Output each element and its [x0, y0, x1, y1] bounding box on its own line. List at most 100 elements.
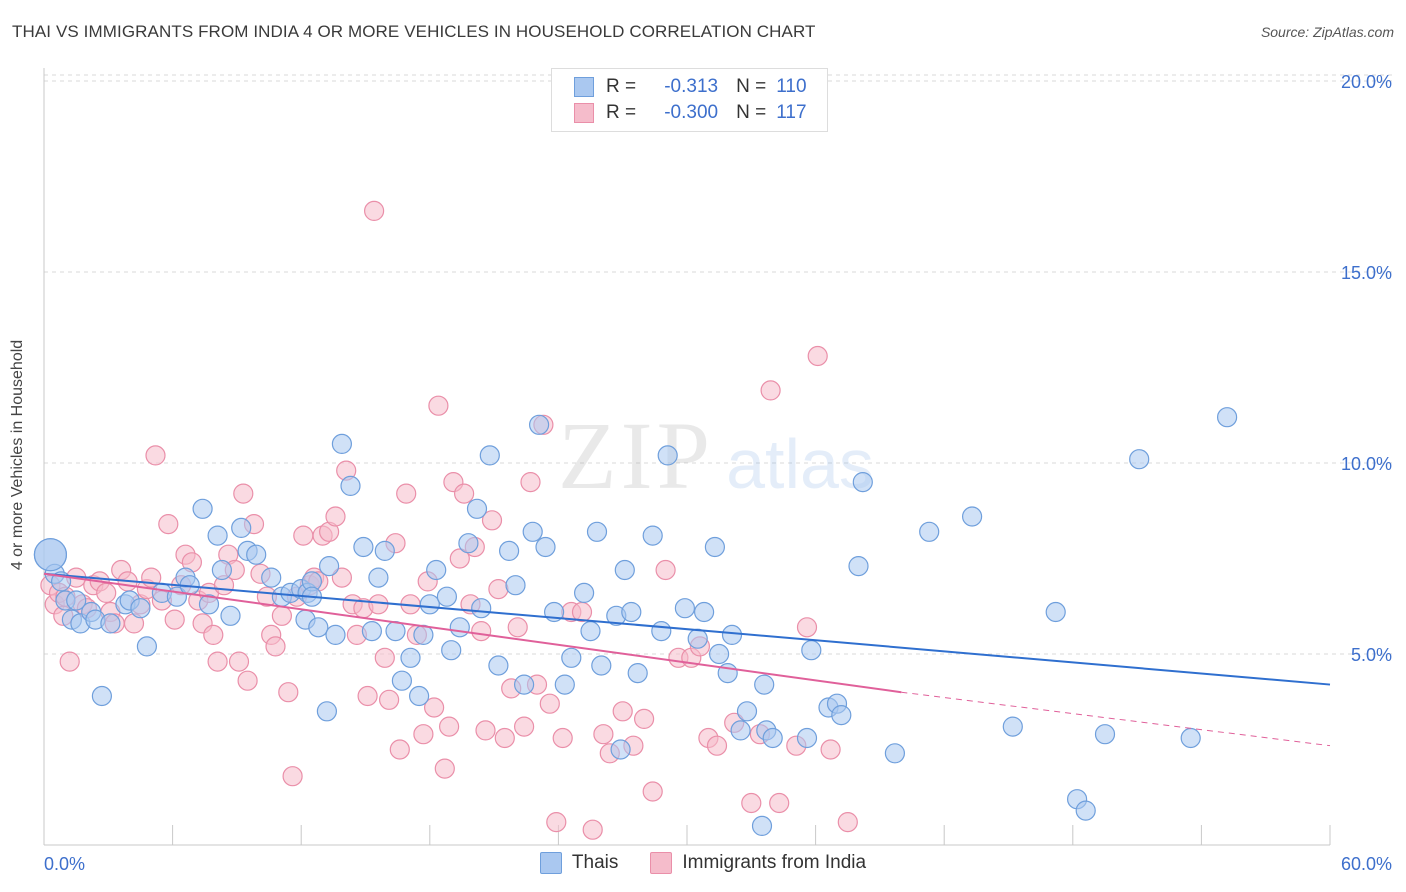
- legend-n-value: 110: [776, 76, 807, 97]
- india-point: [379, 689, 400, 710]
- thai-point: [441, 640, 462, 661]
- thai-point: [436, 586, 457, 607]
- thai-point: [852, 472, 873, 493]
- india-point: [233, 483, 254, 504]
- thai-point: [400, 647, 421, 668]
- legend-n-value: 117: [776, 102, 807, 123]
- legend-swatch-india: [650, 852, 673, 874]
- thai-point: [374, 540, 395, 562]
- thai-point: [1129, 449, 1150, 470]
- thai-point: [721, 624, 743, 646]
- thai-point: [479, 445, 500, 466]
- thai-point: [409, 685, 430, 707]
- thai-point: [796, 727, 818, 749]
- india-point: [158, 513, 179, 535]
- thai-point: [522, 521, 543, 542]
- thai-point: [651, 620, 672, 642]
- india-point: [265, 636, 286, 657]
- india-point: [741, 792, 762, 814]
- india-point: [706, 735, 728, 756]
- thai-point: [505, 575, 526, 596]
- thai-point: [385, 620, 406, 642]
- legend-item-india: Immigrants from India: [650, 852, 866, 874]
- thai-point: [466, 498, 488, 519]
- gridlines: [44, 74, 1392, 655]
- correlation-legend: R = -0.313 N = 110 R = -0.300 N = 117: [551, 68, 828, 132]
- thai-point: [211, 559, 232, 581]
- thai-point: [1045, 601, 1066, 623]
- india-point: [278, 682, 299, 703]
- thai-point: [331, 433, 352, 454]
- thai-point: [736, 701, 758, 722]
- thai-point: [919, 521, 940, 542]
- thai-point: [499, 540, 520, 562]
- india-point: [428, 395, 449, 416]
- thai-point: [657, 445, 678, 466]
- legend-r-value: -0.313: [664, 76, 719, 97]
- india-point: [481, 510, 503, 531]
- watermark-zip: ZIP: [558, 402, 714, 509]
- thai-point: [426, 559, 447, 581]
- thai-point: [627, 662, 648, 684]
- legend-label-india: Immigrants from India: [682, 852, 867, 873]
- thai-point: [730, 720, 751, 741]
- thai-point: [419, 594, 440, 615]
- thai-point: [1216, 407, 1238, 428]
- thai-point: [610, 739, 631, 760]
- india-point: [546, 811, 567, 833]
- india-point: [413, 724, 434, 745]
- thai-point: [704, 536, 726, 558]
- india-point: [145, 445, 166, 466]
- india-point: [552, 727, 573, 749]
- india-point: [796, 617, 818, 638]
- india-point: [655, 559, 676, 581]
- legend-label-thais: Thais: [571, 852, 619, 873]
- india-point: [593, 724, 614, 745]
- legend-item-thais: Thais: [539, 852, 619, 874]
- thai-point: [361, 620, 382, 642]
- india-point: [293, 525, 314, 546]
- india-point: [368, 594, 389, 615]
- legend-n-label: N =: [736, 102, 767, 123]
- india-point: [488, 578, 509, 600]
- thai-points: [33, 407, 1238, 837]
- thai-point: [580, 620, 601, 642]
- thai-point: [319, 555, 340, 577]
- thai-point: [471, 598, 492, 619]
- thai-point: [831, 704, 852, 726]
- legend-r-label: R =: [606, 76, 637, 97]
- chart-title: THAI VS IMMIGRANTS FROM INDIA 4 OR MORE …: [12, 22, 816, 41]
- axes: [43, 68, 1331, 846]
- india-point: [271, 605, 292, 626]
- thai-point: [66, 590, 87, 611]
- india-point: [582, 819, 603, 840]
- legend-row-thai: R = -0.313 N = 110: [574, 75, 807, 99]
- legend-swatch-thai: [574, 77, 594, 97]
- india-point: [424, 697, 445, 718]
- thai-point: [708, 643, 730, 665]
- watermark-atlas: atlas: [726, 425, 874, 503]
- thai-point: [586, 521, 608, 542]
- india-points: [40, 200, 858, 840]
- thai-point: [91, 685, 113, 707]
- thai-point: [340, 475, 361, 496]
- thai-point: [261, 567, 282, 588]
- thai-point: [449, 617, 470, 638]
- thai-point: [353, 536, 374, 558]
- india-point: [396, 483, 417, 504]
- legend-n-label: N =: [736, 76, 767, 97]
- india-point: [449, 548, 470, 569]
- thai-point: [198, 594, 220, 615]
- thai-point: [192, 498, 213, 519]
- x-tick-label: 60.0%: [1341, 854, 1392, 874]
- thai-point: [642, 525, 663, 546]
- india-point: [331, 567, 352, 588]
- trend-lines: [43, 572, 1331, 747]
- legend-r-label: R =: [606, 102, 637, 123]
- india-point: [203, 624, 224, 646]
- india-point: [471, 620, 492, 642]
- thai-point: [231, 517, 252, 539]
- india-point: [364, 200, 385, 221]
- thai-point: [136, 636, 157, 657]
- thai-point: [528, 414, 550, 435]
